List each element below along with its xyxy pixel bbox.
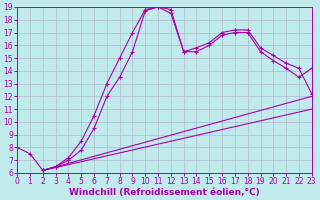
X-axis label: Windchill (Refroidissement éolien,°C): Windchill (Refroidissement éolien,°C) [69, 188, 260, 197]
